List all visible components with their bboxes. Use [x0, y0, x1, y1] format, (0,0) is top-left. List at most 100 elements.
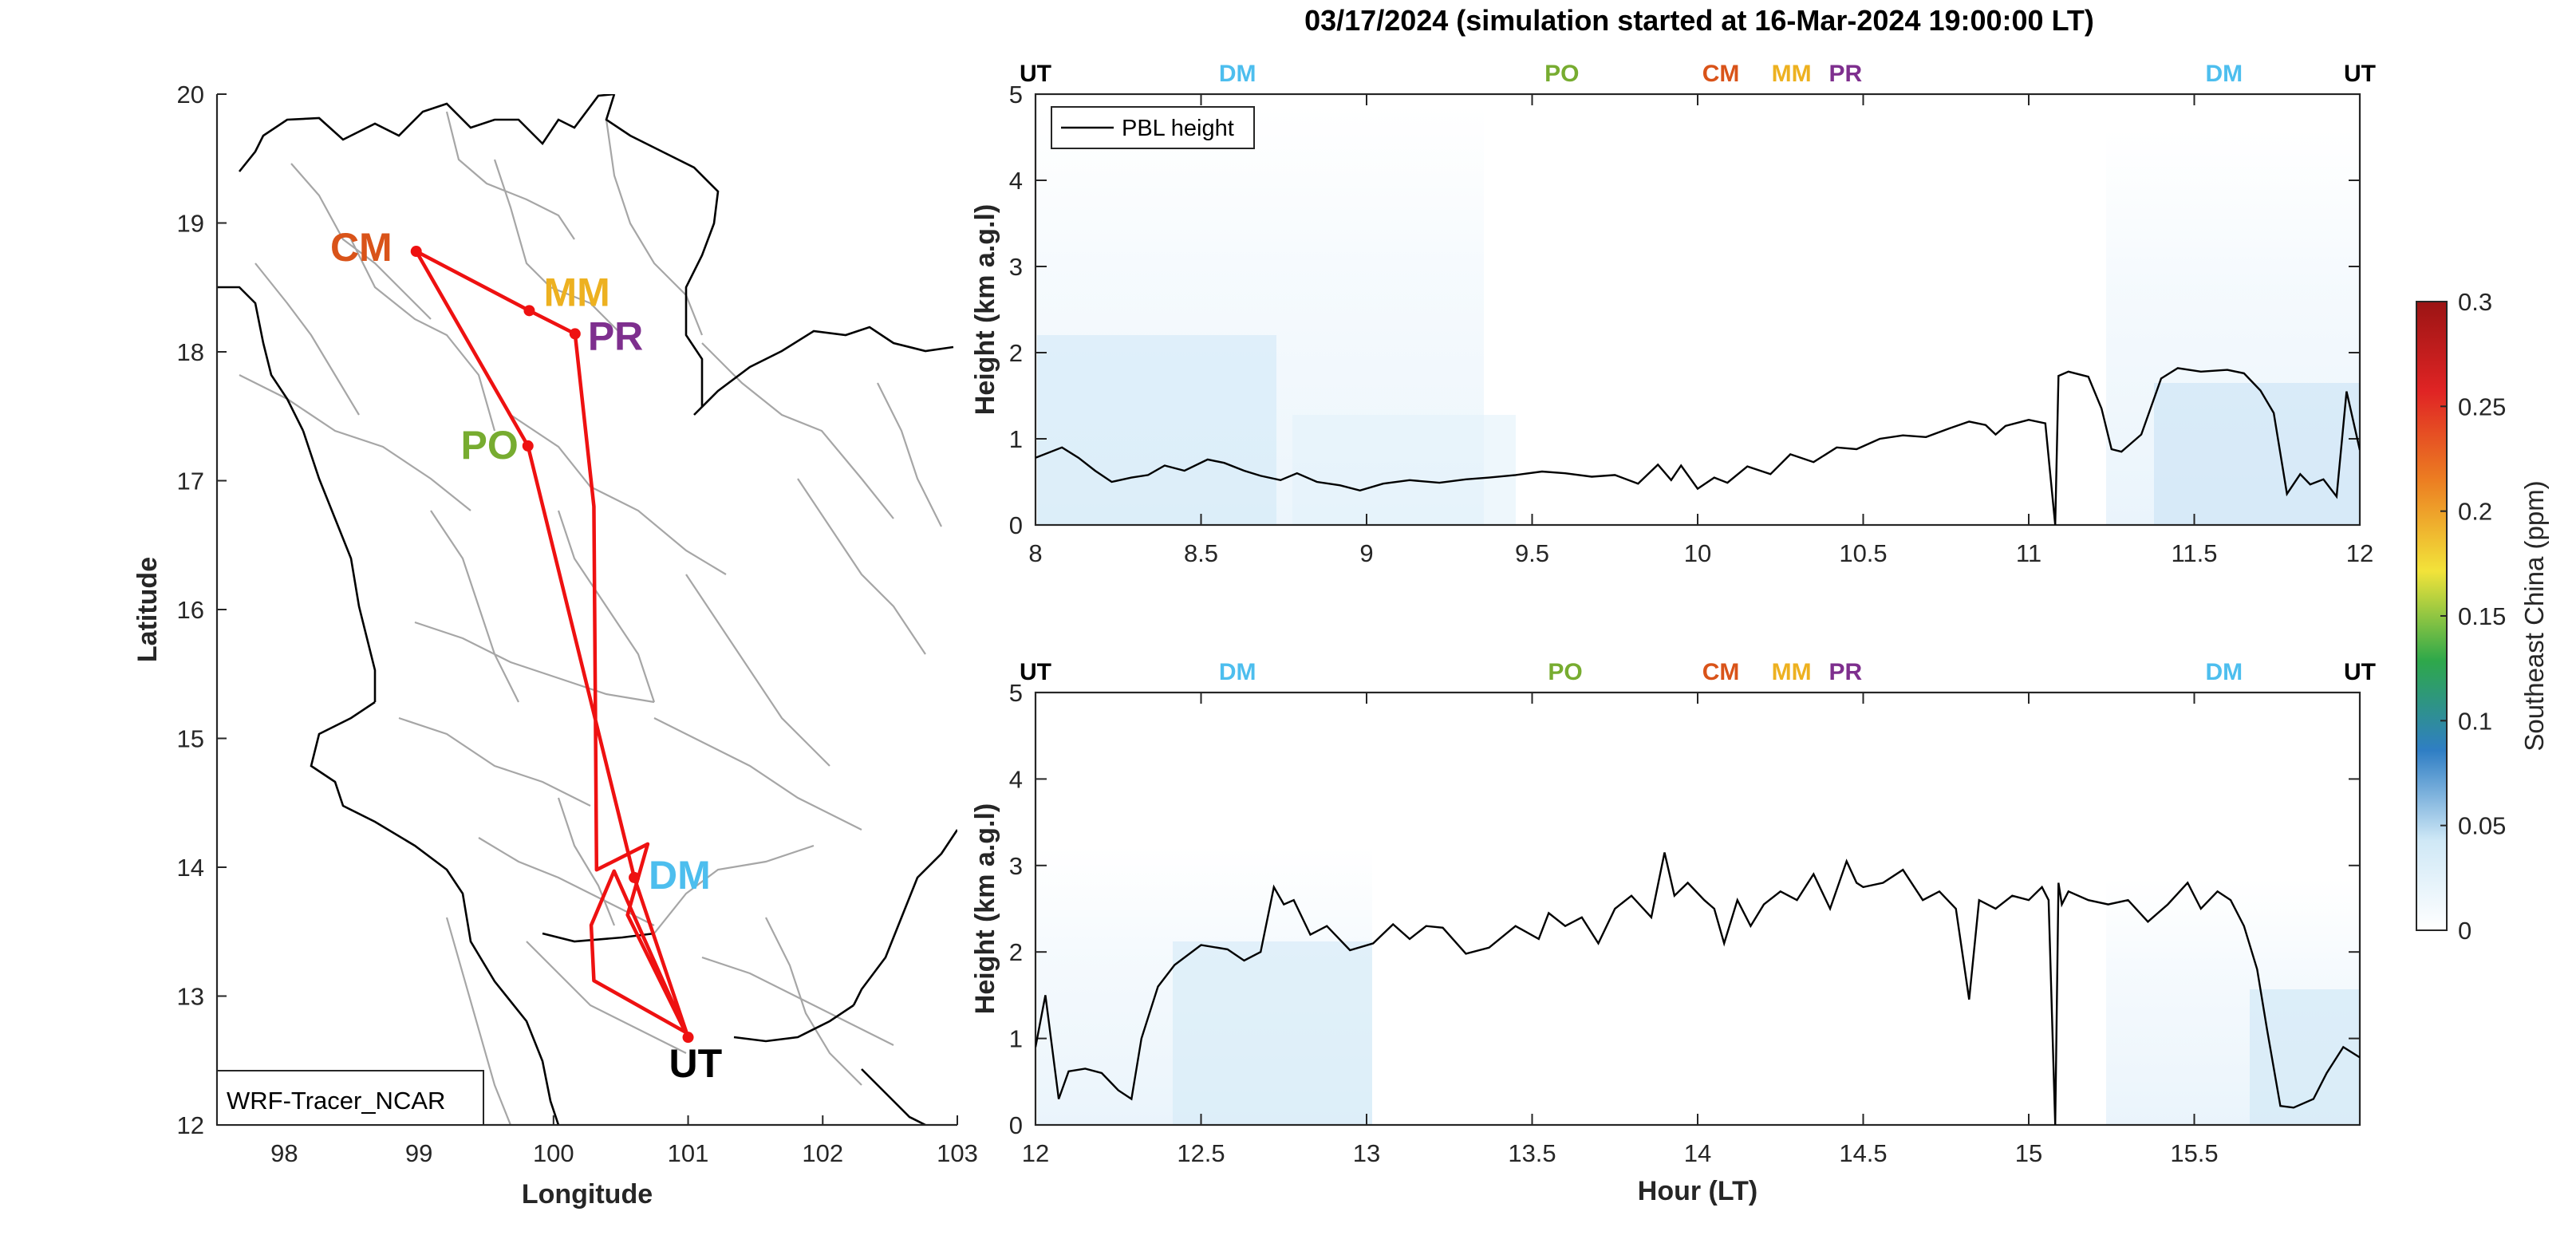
- flight-track: [414, 249, 690, 1039]
- bottom-xtick-label: 14: [1684, 1139, 1711, 1167]
- top-site-label-dm: DM: [2206, 61, 2243, 87]
- top-ytick-label: 2: [1009, 339, 1023, 367]
- top-site-label-ut: UT: [2344, 61, 2376, 87]
- map-province-borders: [239, 111, 942, 1125]
- map-ylabel: Latitude: [132, 557, 163, 662]
- top-site-label-po: PO: [1544, 61, 1579, 87]
- bottom-ytick-label: 3: [1009, 852, 1023, 880]
- site-label-dm: DM: [649, 853, 711, 898]
- map-ytick-label: 15: [177, 725, 204, 753]
- top-ytick-label: 5: [1009, 81, 1023, 109]
- legend: PBL height: [1051, 106, 1255, 149]
- figure-title: 03/17/2024 (simulation started at 16-Mar…: [1304, 4, 2094, 37]
- top-xtick-label: 8.5: [1184, 539, 1218, 567]
- top-xtick-label: 10: [1684, 539, 1711, 567]
- map-xtick-label: 99: [405, 1139, 432, 1167]
- colorbar-tick-label: 0.2: [2458, 498, 2492, 526]
- top-xtick-label: 11.5: [2171, 539, 2217, 567]
- top-ytick-label: 3: [1009, 253, 1023, 281]
- bottom-xtick-label: 13: [1353, 1139, 1380, 1167]
- site-label-pr: PR: [588, 314, 643, 358]
- site-marker-pr: [569, 328, 581, 340]
- bottom-ylabel: Height (km a.g.l): [970, 803, 1000, 1014]
- map-ytick-label: 17: [177, 468, 204, 495]
- bottom-site-label-dm: DM: [1219, 659, 1256, 685]
- top-xtick-label: 9: [1359, 539, 1373, 567]
- bottom-ytick-label: 4: [1009, 765, 1023, 793]
- site-label-cm: CM: [330, 225, 393, 270]
- top-xtick-label: 9.5: [1515, 539, 1549, 567]
- top-site-labels: UT DM PO CM MM PR DM UT: [1020, 61, 2376, 87]
- map-country-boundary: [217, 94, 957, 1125]
- map-ticks: 98 99 100 101 102 103 12 13 14 15 16 17 18 19 20: [177, 81, 978, 1167]
- colorbar: 0 0.05 0.1 0.15 0.2 0.25 0.3 Southeast China (…: [2416, 288, 2549, 945]
- top-ytick-label: 1: [1009, 425, 1023, 453]
- bottom-ytick-label: 1: [1009, 1025, 1023, 1053]
- bottom-xtick-label: 15.5: [2170, 1139, 2218, 1167]
- top-site-label-dm: DM: [1219, 61, 1256, 87]
- map-xlabel: Longitude: [522, 1179, 653, 1210]
- top-site-label-cm: CM: [1702, 61, 1740, 87]
- bottom-site-label-ut: UT: [2344, 659, 2376, 685]
- bottom-site-label-dm: DM: [2206, 659, 2243, 685]
- bottom-pbl-line: [1036, 852, 2360, 1125]
- bottom-site-label-po: PO: [1548, 659, 1582, 685]
- map-xtick-label: 98: [270, 1139, 298, 1167]
- top-ytick-label: 0: [1009, 511, 1023, 539]
- top-ytick-label: 4: [1009, 167, 1023, 195]
- bottom-site-label-mm: MM: [1772, 659, 1812, 685]
- colorbar-tick-label: 0.15: [2458, 602, 2506, 630]
- map-ytick-label: 14: [177, 854, 204, 882]
- bottom-ytick-label: 5: [1009, 679, 1023, 707]
- site-marker-ut: [682, 1032, 694, 1044]
- bottom-xtick-label: 14.5: [1839, 1139, 1887, 1167]
- map-xtick-label: 101: [668, 1139, 709, 1167]
- map-ytick-label: 18: [177, 338, 204, 366]
- bottom-site-label-cm: CM: [1702, 659, 1740, 685]
- colorbar-tick-label: 0.3: [2458, 288, 2492, 316]
- top-xtick-label: 8: [1028, 539, 1042, 567]
- site-marker-dm: [629, 871, 641, 883]
- top-pbl-line: [1036, 367, 2360, 525]
- colorbar-tick-label: 0: [2458, 917, 2471, 945]
- bottom-xtick-label: 12: [1022, 1139, 1049, 1167]
- map-route: [414, 249, 690, 1039]
- colorbar-ticks: 0 0.05 0.1 0.15 0.2 0.25 0.3: [2440, 288, 2506, 945]
- legend-label: PBL height: [1122, 116, 1234, 141]
- top-xtick-label: 10.5: [1839, 539, 1887, 567]
- map-ytick-label: 13: [177, 983, 204, 1011]
- colorbar-label: Southeast China (ppm): [2519, 480, 2549, 751]
- bottom-tracer-shading: [1037, 846, 2360, 1125]
- site-marker-cm: [410, 246, 422, 258]
- colorbar-tick-label: 0.25: [2458, 393, 2506, 420]
- top-site-label-mm: MM: [1772, 61, 1812, 87]
- map-ytick-label: 20: [177, 81, 204, 109]
- top-xtick-label: 12: [2346, 539, 2373, 567]
- bottom-xtick-label: 13.5: [1508, 1139, 1556, 1167]
- site-marker-mm: [523, 305, 535, 317]
- top-xtick-label: 11: [2016, 539, 2041, 567]
- site-marker-po: [522, 440, 534, 452]
- bottom-site-label-pr: PR: [1828, 659, 1862, 685]
- bottom-xtick-label: 12.5: [1177, 1139, 1225, 1167]
- map-ytick-label: 16: [177, 596, 204, 624]
- bottom-site-label-ut: UT: [1020, 659, 1051, 685]
- map-xtick-label: 102: [802, 1139, 843, 1167]
- site-label-po: PO: [461, 423, 519, 468]
- bottom-xtick-label: 15: [2015, 1139, 2042, 1167]
- model-stamp: WRF-Tracer_NCAR: [227, 1087, 445, 1115]
- bottom-ytick-label: 0: [1009, 1111, 1023, 1139]
- map-xtick-label: 100: [533, 1139, 574, 1167]
- top-tracer-shading: [1037, 104, 2360, 525]
- colorbar-tick-label: 0.1: [2458, 707, 2492, 735]
- model-stamp-box: [216, 1070, 484, 1126]
- colorbar-tick-label: 0.05: [2458, 812, 2506, 840]
- top-ylabel: Height (km a.g.l): [970, 204, 1000, 415]
